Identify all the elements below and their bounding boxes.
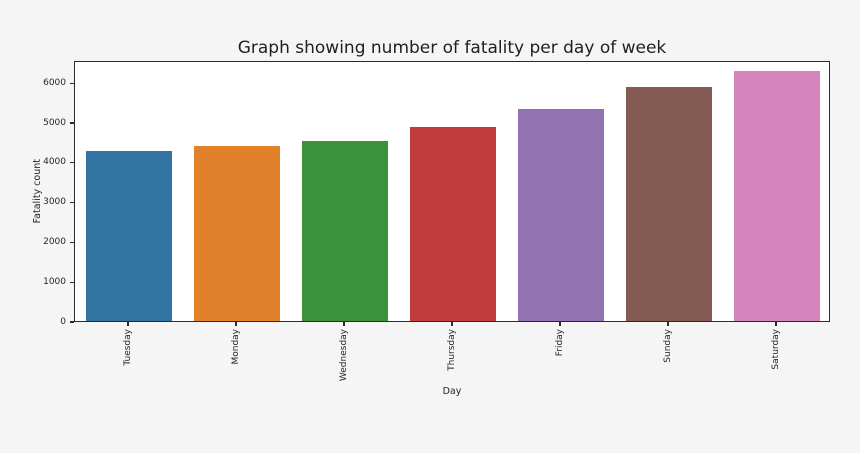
bar-wednesday bbox=[301, 140, 389, 321]
x-tick-label-wednesday: Wednesday bbox=[338, 329, 349, 382]
x-tick-mark-tuesday bbox=[127, 322, 129, 326]
y-tick-label-6000: 6000 bbox=[43, 77, 66, 88]
y-tick-mark-6000 bbox=[70, 82, 74, 84]
y-tick-label-4000: 4000 bbox=[43, 157, 66, 168]
bar-monday bbox=[193, 146, 281, 321]
x-tick-label-thursday: Thursday bbox=[446, 329, 457, 371]
x-tick-mark-thursday bbox=[451, 322, 453, 326]
y-tick-label-3000: 3000 bbox=[43, 197, 66, 208]
bar-thursday bbox=[409, 127, 497, 321]
bar-sunday bbox=[625, 87, 713, 321]
bar-friday bbox=[517, 108, 605, 321]
y-tick-mark-4000 bbox=[70, 162, 74, 164]
y-tick-label-2000: 2000 bbox=[43, 236, 66, 247]
y-tick-label-1000: 1000 bbox=[43, 276, 66, 287]
plot-area bbox=[74, 61, 830, 322]
x-tick-label-saturday: Saturday bbox=[770, 329, 781, 370]
y-axis-label: Fatality count bbox=[31, 159, 43, 224]
y-tick-mark-0 bbox=[70, 321, 74, 323]
bar-saturday bbox=[733, 71, 821, 321]
y-tick-mark-3000 bbox=[70, 202, 74, 204]
bar-tuesday bbox=[85, 150, 173, 321]
y-tick-label-0: 0 bbox=[60, 316, 66, 327]
x-axis-label: Day bbox=[442, 386, 462, 397]
y-tick-mark-1000 bbox=[70, 281, 74, 283]
x-tick-label-friday: Friday bbox=[554, 329, 565, 357]
y-tick-mark-2000 bbox=[70, 241, 74, 243]
y-tick-mark-5000 bbox=[70, 122, 74, 124]
x-tick-mark-saturday bbox=[775, 322, 777, 326]
chart-title: Graph showing number of fatality per day… bbox=[237, 38, 667, 58]
x-tick-label-sunday: Sunday bbox=[662, 329, 673, 363]
x-tick-label-tuesday: Tuesday bbox=[122, 329, 133, 366]
x-tick-mark-friday bbox=[559, 322, 561, 326]
x-tick-mark-wednesday bbox=[343, 322, 345, 326]
x-tick-label-monday: Monday bbox=[230, 329, 241, 365]
y-tick-label-5000: 5000 bbox=[43, 117, 66, 128]
x-tick-mark-monday bbox=[235, 322, 237, 326]
x-tick-mark-sunday bbox=[667, 322, 669, 326]
